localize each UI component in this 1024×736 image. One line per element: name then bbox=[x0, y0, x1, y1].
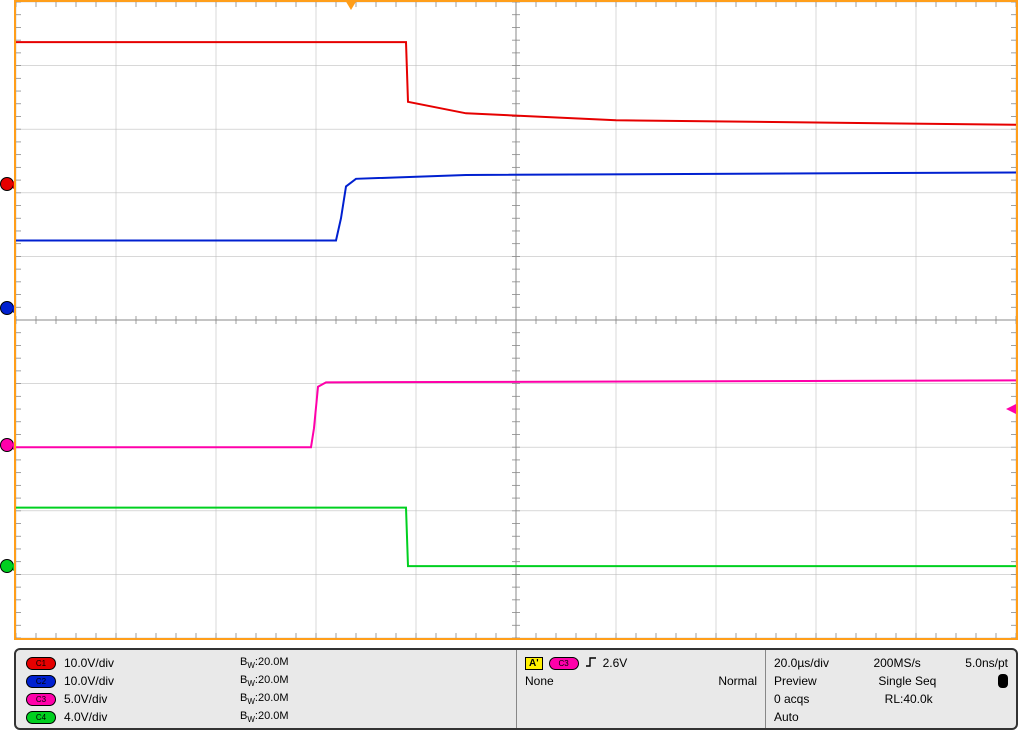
trigger-settings[interactable]: A' C3 2.6V None Normal bbox=[516, 650, 766, 728]
oscilloscope-display bbox=[14, 0, 1018, 640]
trigger-mode: Normal bbox=[718, 674, 757, 688]
channel-bandwidth: W:20.0M bbox=[240, 692, 289, 706]
channel-row-c2[interactable]: C2 10.0V/div W:20.0M bbox=[26, 672, 306, 690]
channel-scale: 5.0V/div bbox=[64, 692, 134, 706]
trigger-level-arrow bbox=[1006, 404, 1016, 414]
trigger-level: 2.6V bbox=[603, 656, 628, 670]
channel-bandwidth: W:20.0M bbox=[240, 674, 289, 688]
channel-pill-c1: C1 bbox=[26, 657, 56, 670]
trigger-position-marker bbox=[345, 0, 357, 10]
waveform-canvas bbox=[16, 2, 1016, 638]
channel-marker-c3[interactable]: 3 bbox=[0, 438, 14, 452]
time-scale: 20.0µs/div bbox=[774, 656, 829, 670]
stop-icon bbox=[998, 674, 1008, 688]
timebase-settings[interactable]: 20.0µs/div 200MS/s 5.0ns/pt Preview Sing… bbox=[766, 650, 1016, 728]
trigger-source-pill: C3 bbox=[549, 657, 579, 670]
channel-scale: 4.0V/div bbox=[64, 710, 134, 724]
channel-marker-c1[interactable]: 1 bbox=[0, 177, 14, 191]
time-resolution: 5.0ns/pt bbox=[965, 656, 1008, 670]
channel-marker-c2[interactable]: 2 bbox=[0, 301, 14, 315]
channel-pill-c3: C3 bbox=[26, 693, 56, 706]
channel-bandwidth: W:20.0M bbox=[240, 656, 289, 670]
acq-count: 0 acqs bbox=[774, 692, 809, 706]
channel-bandwidth: W:20.0M bbox=[240, 710, 289, 724]
trigger-a-badge: A' bbox=[525, 657, 543, 670]
channel-scale: 10.0V/div bbox=[64, 656, 134, 670]
edge-icon bbox=[585, 656, 597, 671]
acq-state: Preview bbox=[774, 674, 817, 688]
channel-row-c4[interactable]: C4 4.0V/div W:20.0M bbox=[26, 708, 306, 726]
sample-rate: 200MS/s bbox=[873, 656, 920, 670]
acq-seq: Single Seq bbox=[878, 674, 936, 688]
readout-panel: C1 10.0V/div W:20.0M C2 10.0V/div W:20.0… bbox=[14, 648, 1018, 730]
acq-mode: Auto bbox=[774, 710, 799, 724]
channel-pill-c4: C4 bbox=[26, 711, 56, 724]
channel-settings: C1 10.0V/div W:20.0M C2 10.0V/div W:20.0… bbox=[16, 650, 316, 728]
channel-row-c3[interactable]: C3 5.0V/div W:20.0M bbox=[26, 690, 306, 708]
channel-marker-c4[interactable]: 4 bbox=[0, 559, 14, 573]
trigger-coupling: None bbox=[525, 674, 554, 688]
record-length: RL:40.0k bbox=[885, 692, 933, 706]
channel-scale: 10.0V/div bbox=[64, 674, 134, 688]
channel-row-c1[interactable]: C1 10.0V/div W:20.0M bbox=[26, 654, 306, 672]
channel-pill-c2: C2 bbox=[26, 675, 56, 688]
